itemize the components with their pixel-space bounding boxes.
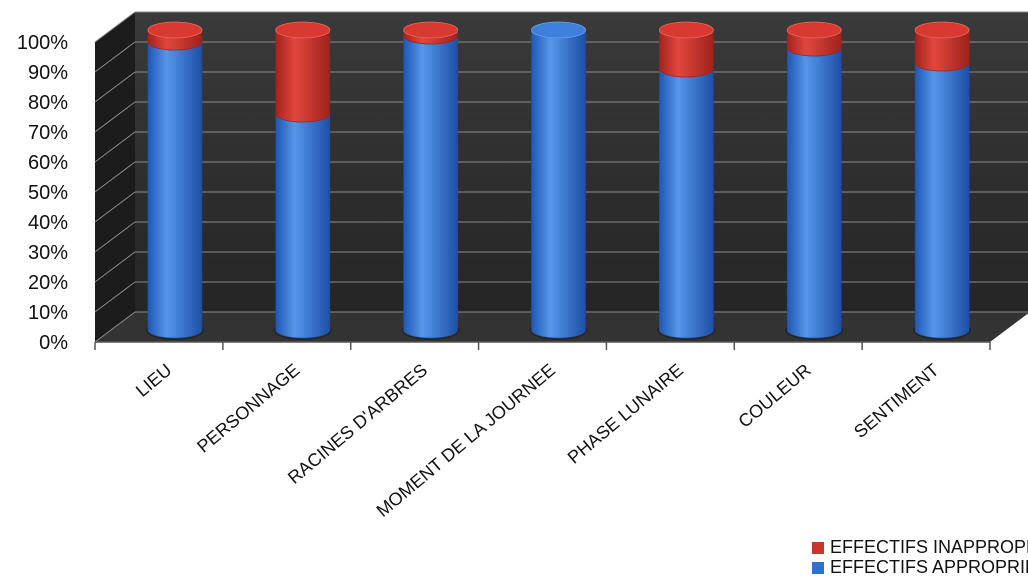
gridline-side [94,311,136,343]
gridline-side [94,131,136,163]
bar-top-cap [786,21,842,39]
y-tick-label: 0% [39,332,68,354]
legend-swatch-inappropries [812,541,824,554]
bar-appropries [786,47,842,339]
x-tick-label: PHASE LUNAIRE [564,360,687,468]
gridline-side [94,191,136,223]
gridline-side [94,11,136,43]
y-tick-label: 50% [28,182,68,204]
x-tick-label: RACINES D'ARBRES [284,360,431,488]
bars [145,21,972,340]
bar-top-cap [658,21,714,39]
bar-top-cap [531,21,586,39]
gridline-side [94,71,136,103]
bar-appropries [659,68,714,339]
y-tick-label: 40% [28,212,68,234]
legend-label-inappropries: EFFECTIFS INAPPROPRIES [830,537,1028,557]
gridline-side [94,221,136,253]
bar-appropries [531,29,586,339]
y-tick-label: 30% [28,242,68,264]
gridline-side [94,101,136,133]
y-tick-label: 10% [28,302,68,324]
legend-swatch-appropries [812,561,824,574]
legend-item-appropries: EFFECTIFS APPROPRIES [812,557,1028,578]
x-tick-label: COULEUR [735,360,815,432]
bar-top-cap [403,21,459,39]
bar-top-cap [914,21,970,39]
y-tick-label: 100% [17,32,68,54]
y-tick-label: 90% [28,62,68,84]
bar-inappropries [275,29,331,123]
gridline-side [94,251,136,283]
bar-appropries [914,62,970,339]
x-tick-label: LIEU [132,360,176,401]
legend-item-inappropries: EFFECTIFS INAPPROPRIES [812,537,1028,558]
legend-label-appropries: EFFECTIFS APPROPRIES [830,557,1028,577]
gridline-side [94,41,136,73]
y-tick-label: 20% [28,272,68,294]
y-tick-label: 70% [28,122,68,144]
bar-appropries [403,35,458,339]
x-tick-label: PERSONNAGE [193,360,303,457]
y-tick-label: 60% [28,152,68,174]
bar-top-cap [147,21,203,39]
bar-appropries [275,113,331,339]
gridline-side [94,281,136,313]
y-tick-label: 80% [28,92,68,114]
x-tick-label: SENTIMENT [850,360,943,442]
gridline-side [94,161,136,193]
bar-appropries [147,41,203,339]
bar-top-cap [275,21,331,39]
